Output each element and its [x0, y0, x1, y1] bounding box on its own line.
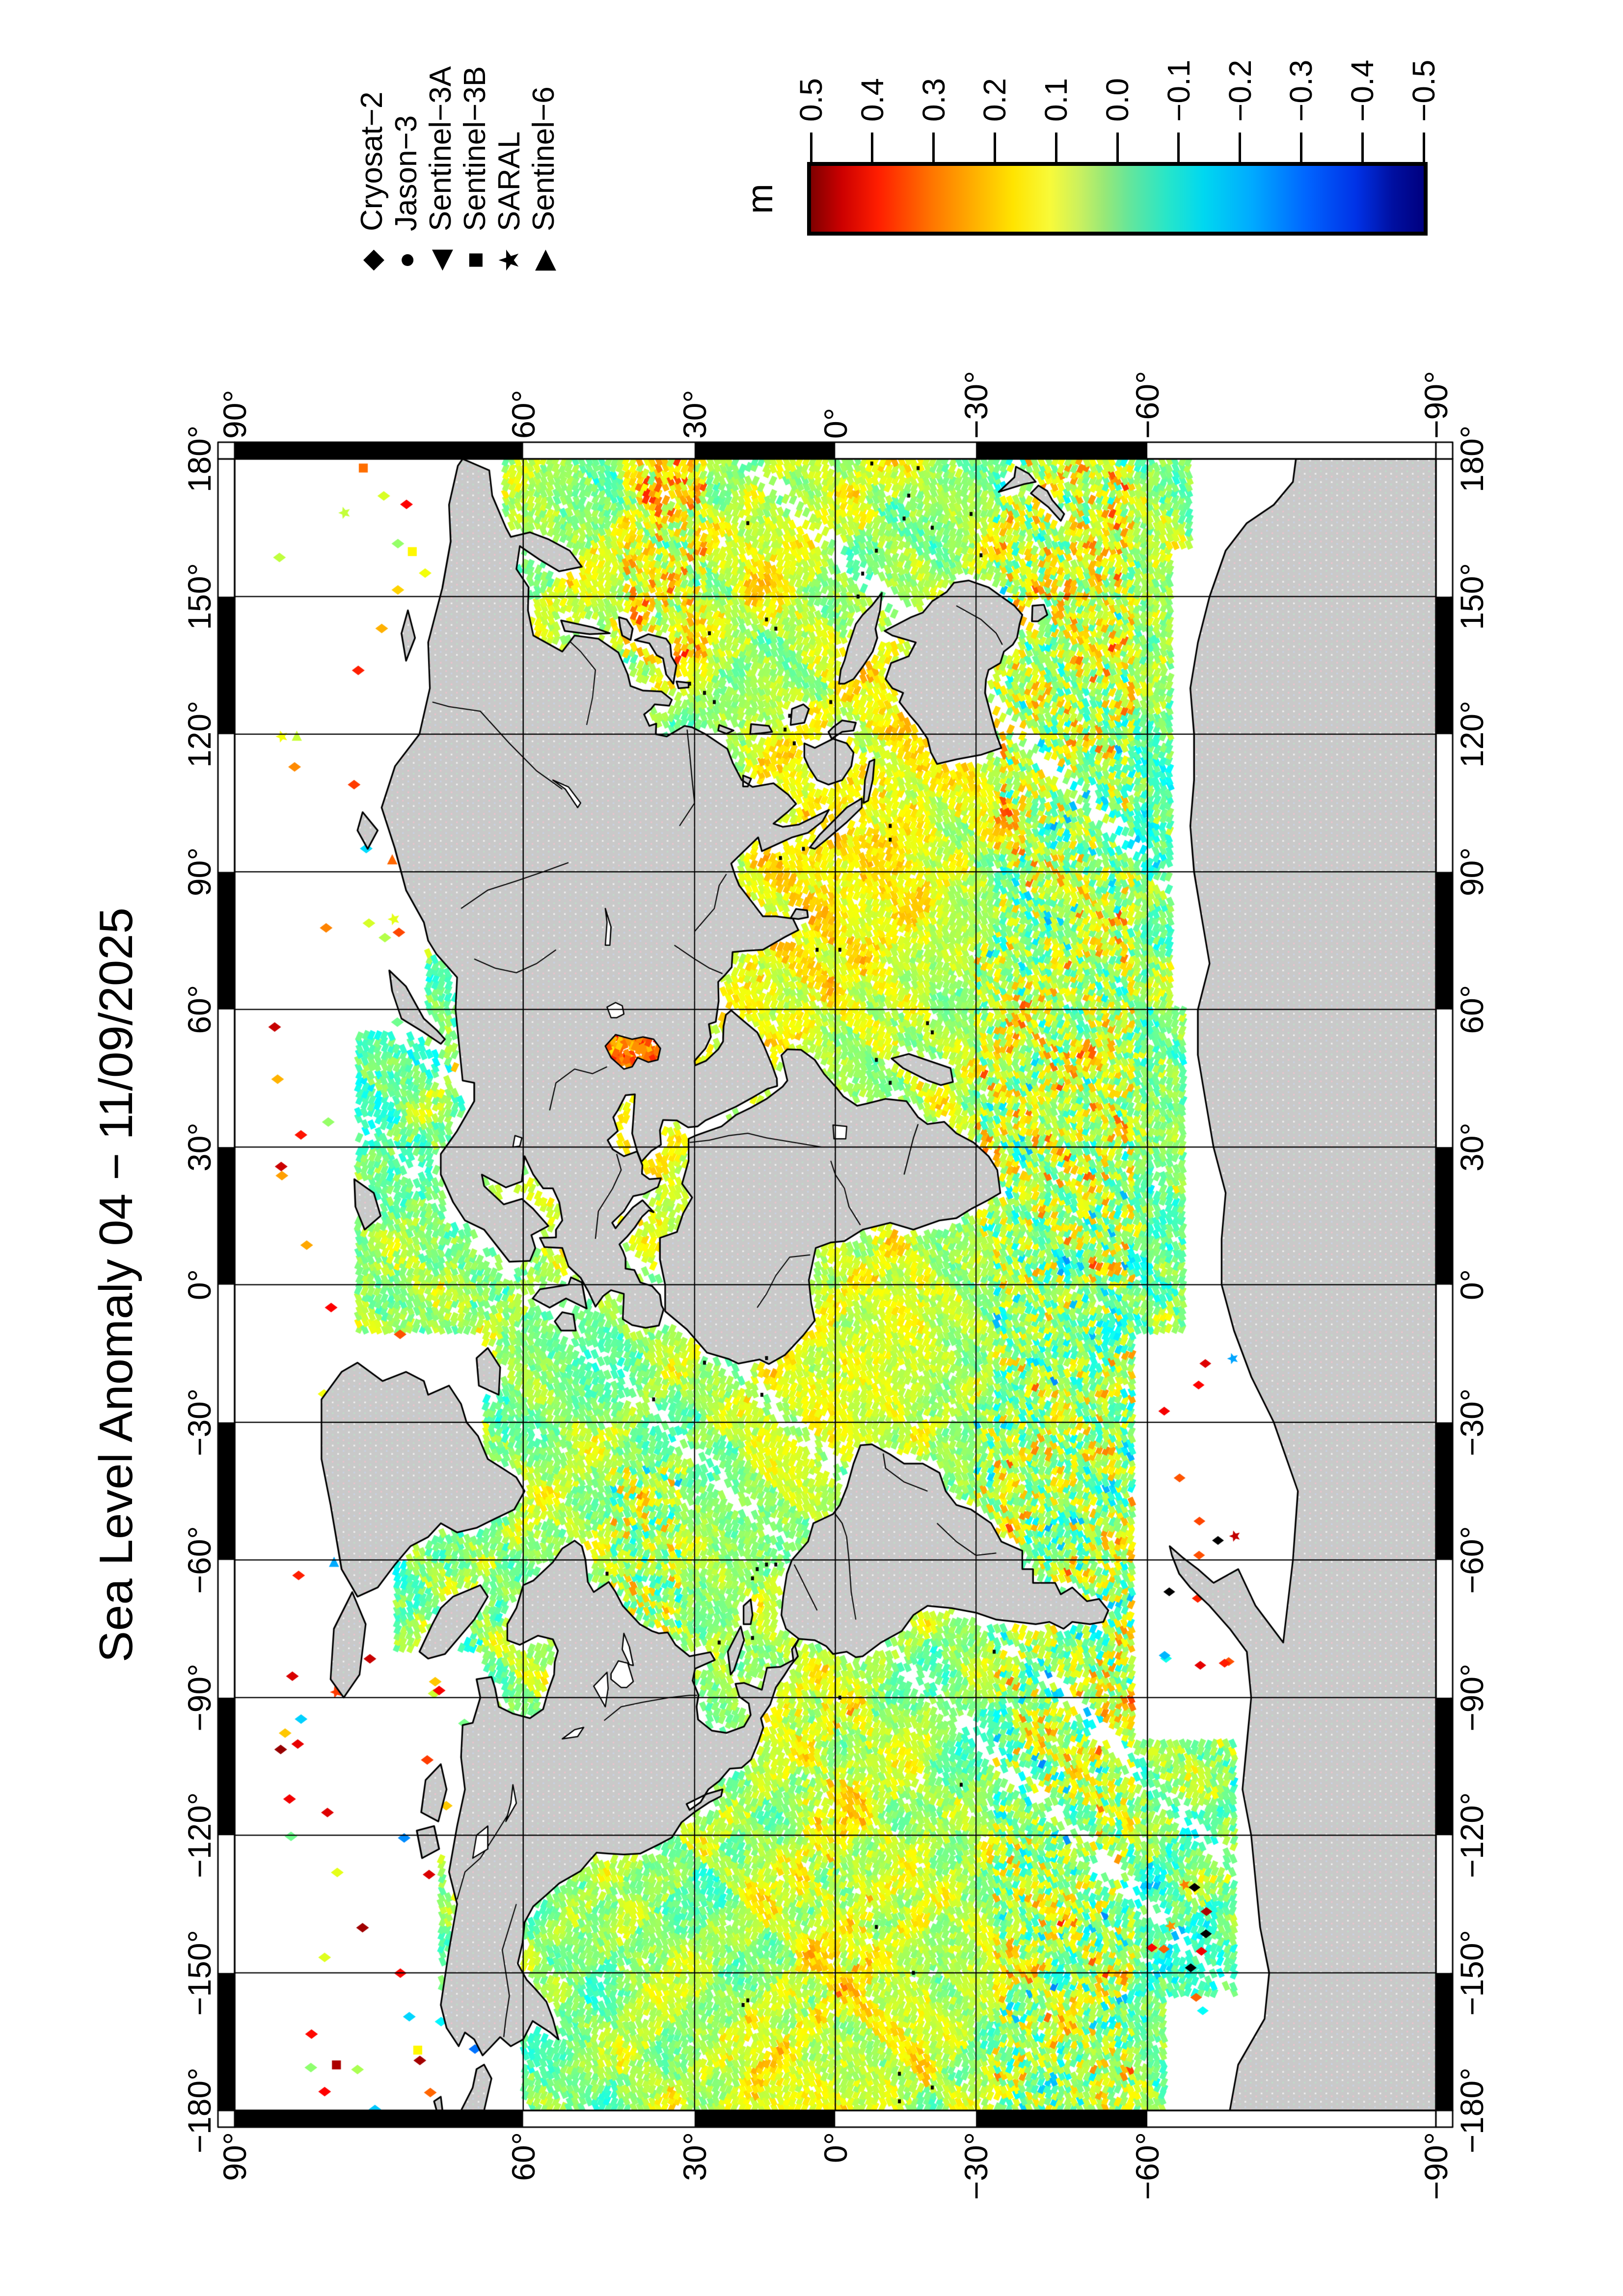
lon-label-top: 120°	[181, 700, 217, 768]
colorbar-tick	[1055, 133, 1057, 162]
colorbar-unit-label: m	[739, 184, 780, 214]
colorbar-tick-label: −0.4	[1345, 59, 1380, 122]
lat-label-right: −90°	[1418, 371, 1454, 439]
lat-label-left: 30°	[676, 2132, 713, 2181]
circle-icon: ●	[390, 252, 421, 268]
colorbar-tick-label: 0.5	[793, 78, 829, 122]
legend-item: ▶ Sentinel−6	[526, 66, 561, 286]
colorbar-tick-label: 0.0	[1100, 78, 1135, 122]
legend-item: ● Jason−3	[389, 66, 423, 286]
legend-satellite-name: Sentinel−6	[526, 86, 561, 231]
lon-label-bottom: 180°	[1454, 425, 1490, 493]
colorbar-tick	[1177, 133, 1180, 162]
lat-label-right: 30°	[676, 390, 713, 439]
colorbar-tick-label: 0.3	[916, 78, 951, 122]
lon-label-top: −120°	[181, 1792, 217, 1878]
diamond-icon: ◆	[356, 249, 387, 271]
lon-label-bottom: −120°	[1454, 1792, 1490, 1878]
colorbar-tick	[1299, 133, 1302, 162]
triangle-left-icon: ◀	[425, 249, 456, 271]
lon-label-bottom: −30°	[1454, 1388, 1490, 1457]
lon-label-top: −60°	[181, 1526, 217, 1594]
legend-item: ◀ Sentinel−3A	[423, 66, 458, 286]
colorbar-gradient-bar	[807, 162, 1428, 236]
lon-label-bottom: −60°	[1454, 1526, 1490, 1594]
lon-label-bottom: −90°	[1454, 1663, 1490, 1732]
colorbar-tick-label: −0.2	[1222, 59, 1258, 122]
lon-label-top: 150°	[181, 563, 217, 630]
lon-label-top: 180°	[181, 425, 217, 493]
legend-satellite-name: SARAL	[492, 131, 526, 231]
colorbar-tick	[871, 133, 874, 162]
legend-item: ★ SARAL	[492, 66, 526, 286]
lon-label-top: 60°	[181, 985, 217, 1034]
colorbar-tick	[993, 133, 996, 162]
lon-label-bottom: −180°	[1454, 2067, 1490, 2154]
lon-label-bottom: 120°	[1454, 700, 1490, 768]
legend-satellite-name: Jason−3	[389, 115, 423, 231]
lat-label-left: −30°	[958, 2132, 995, 2200]
lat-label-left: −60°	[1129, 2132, 1166, 2200]
lat-label-right: 90°	[216, 390, 253, 439]
colorbar-tick	[1116, 133, 1119, 162]
lon-label-top: −150°	[181, 1930, 217, 2016]
lat-label-left: 0°	[817, 2132, 854, 2163]
colorbar-tick-label: −0.5	[1406, 59, 1441, 122]
lon-label-top: 30°	[181, 1122, 217, 1172]
world-map-canvas	[211, 436, 1461, 2134]
legend-item: ◆ Cryosat−2	[354, 66, 389, 286]
colorbar-tick	[810, 133, 812, 162]
plot-title: Sea Level Anomaly 04 − 11/09/2025	[90, 907, 142, 1663]
square-icon: ■	[459, 252, 490, 268]
lon-label-top: −180°	[181, 2067, 217, 2154]
lat-label-left: 90°	[216, 2132, 253, 2181]
lat-label-right: 60°	[505, 390, 541, 439]
legend-satellite-name: Cryosat−2	[354, 91, 389, 231]
lat-label-right: 0°	[817, 407, 854, 439]
colorbar-tick	[1361, 133, 1364, 162]
lon-label-top: 0°	[181, 1269, 217, 1301]
lon-label-bottom: 30°	[1454, 1122, 1490, 1172]
lon-label-bottom: 90°	[1454, 847, 1490, 897]
colorbar-tick	[1422, 133, 1425, 162]
lon-label-top: −90°	[181, 1663, 217, 1732]
colorbar-tick-label: 0.1	[1038, 78, 1074, 122]
star-icon: ★	[493, 247, 524, 273]
satellite-legend: ◆ Cryosat−2 ● Jason−3 ◀ Sentinel−3A ■ Sentinel−…	[354, 66, 561, 286]
lon-label-top: 90°	[181, 847, 217, 897]
lat-label-left: −90°	[1418, 2132, 1454, 2200]
lon-label-bottom: 0°	[1454, 1269, 1490, 1301]
colorbar-tick-label: 0.4	[854, 78, 890, 122]
legend-satellite-name: Sentinel−3B	[458, 66, 492, 231]
lat-label-right: −30°	[958, 371, 995, 439]
triangle-right-icon: ▶	[528, 249, 559, 271]
legend-satellite-name: Sentinel−3A	[423, 66, 458, 231]
colorbar-tick	[1239, 133, 1242, 162]
colorbar-tick	[932, 133, 935, 162]
legend-item: ■ Sentinel−3B	[458, 66, 492, 286]
colorbar-tick-label: −0.3	[1283, 59, 1319, 122]
lat-label-right: −60°	[1129, 371, 1166, 439]
lon-label-bottom: 150°	[1454, 563, 1490, 630]
lon-label-bottom: 60°	[1454, 985, 1490, 1034]
lon-label-bottom: −150°	[1454, 1930, 1490, 2016]
lon-label-top: −30°	[181, 1388, 217, 1457]
colorbar-tick-label: 0.2	[977, 78, 1013, 122]
lat-label-left: 60°	[505, 2132, 541, 2181]
colorbar-tick-label: −0.1	[1161, 59, 1196, 122]
